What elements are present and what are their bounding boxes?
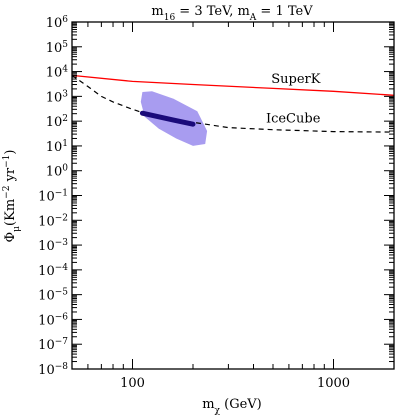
y-tick-label: 10−2: [38, 213, 68, 229]
y-tick-label: 10−4: [38, 263, 68, 279]
x-tick-label: 1000: [317, 376, 350, 391]
y-axis-label: Φμ(Km−2 yr−1): [2, 150, 22, 243]
x-tick-label: 100: [120, 376, 145, 391]
y-tick-label: 10−8: [38, 362, 68, 378]
y-tick-label: 100: [46, 164, 69, 180]
series-label-superk: SuperK: [271, 72, 321, 87]
series-label-icecube: IceCube: [266, 111, 321, 126]
y-tick-label: 10−6: [38, 312, 68, 328]
plot-area: 100 1000 106 105 104 103 102 101 100 10−1 10−2 10−3…: [38, 15, 395, 391]
series-line-2: [139, 110, 196, 127]
y-tick-label: 10−7: [38, 337, 68, 353]
y-tick-label: 10−5: [38, 288, 68, 304]
chart-title: m16 = 3 TeV, mA = 1 TeV: [151, 4, 313, 23]
y-tick-label: 103: [46, 89, 69, 105]
y-tick-label: 104: [46, 65, 69, 81]
axis-ticks: [71, 21, 395, 370]
y-tick-label: 10−3: [38, 238, 68, 254]
plot-frame: [71, 21, 395, 370]
y-tick-label: 106: [46, 15, 69, 31]
y-tick-label: 10−1: [38, 189, 68, 205]
x-axis-label: mχ (GeV): [202, 397, 262, 415]
series-line-superk: [71, 74, 395, 96]
y-tick-label: 101: [46, 139, 68, 155]
y-tick-label: 102: [46, 114, 68, 130]
y-tick-label: 105: [46, 40, 69, 56]
series-line-icecube: [71, 74, 395, 133]
